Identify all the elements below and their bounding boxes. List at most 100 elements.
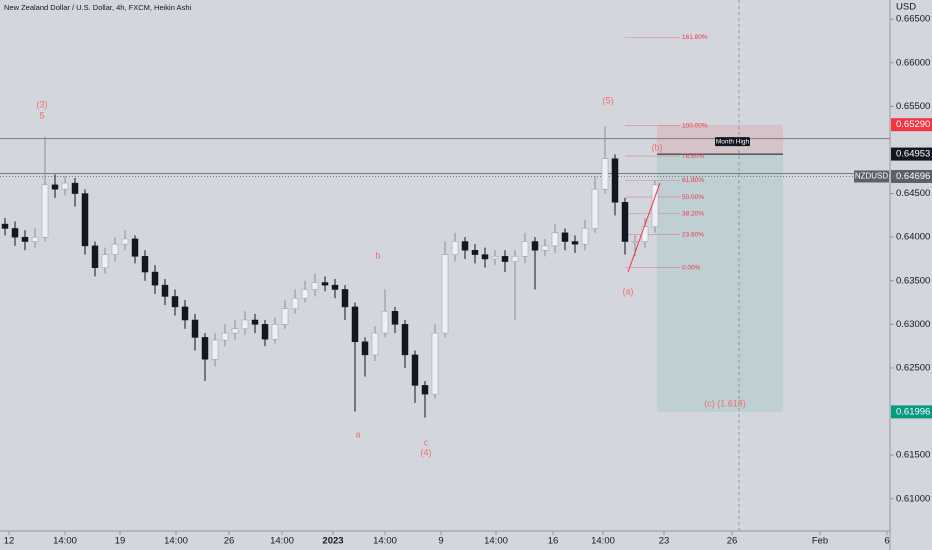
candle-body bbox=[281, 308, 289, 325]
y-tick-label: 0.61000 bbox=[896, 493, 930, 504]
trend-line bbox=[627, 182, 661, 273]
fib-label: 161.80% bbox=[682, 34, 708, 41]
candle-body bbox=[1, 223, 9, 229]
candle-body bbox=[51, 184, 59, 190]
candle-body bbox=[471, 249, 479, 255]
price-tag-label: 0.64696 bbox=[896, 171, 930, 182]
note-box bbox=[715, 137, 750, 147]
fib-label: 23.60% bbox=[682, 231, 704, 238]
wave-label: c bbox=[424, 437, 429, 447]
x-tick-label: 16 bbox=[548, 536, 559, 547]
candle-body bbox=[451, 241, 459, 255]
price-tag bbox=[891, 147, 932, 161]
target-box bbox=[657, 154, 783, 412]
wave-label: (c) (1.618) bbox=[704, 398, 746, 408]
price-tag-label: 0.64953 bbox=[896, 149, 930, 160]
candle-body bbox=[601, 158, 609, 190]
y-tick-label: 0.63500 bbox=[896, 275, 930, 286]
candle-body bbox=[341, 289, 349, 308]
x-tick-label: Feb bbox=[812, 536, 828, 547]
candle-body bbox=[321, 282, 329, 286]
fib-label: 61.80% bbox=[682, 177, 704, 184]
candle-body bbox=[441, 254, 449, 334]
candle-body bbox=[501, 256, 509, 262]
candle-body bbox=[251, 319, 259, 325]
candle-body bbox=[41, 184, 49, 238]
candle-body bbox=[621, 202, 629, 242]
x-tick-label: 14:00 bbox=[53, 536, 77, 547]
candle-body bbox=[461, 241, 469, 251]
candle-body bbox=[421, 385, 429, 395]
wave-label: (5) bbox=[603, 95, 614, 105]
candle-body bbox=[151, 271, 159, 286]
candle-body bbox=[121, 238, 129, 245]
symbol-tag bbox=[854, 170, 889, 183]
candle-body bbox=[211, 339, 219, 360]
candle-body bbox=[101, 254, 109, 268]
candle-body bbox=[301, 289, 309, 299]
wave-label: (4) bbox=[421, 447, 432, 457]
x-tick-label: 14:00 bbox=[373, 536, 397, 547]
candle-body bbox=[391, 311, 399, 325]
fib-label: 50.00% bbox=[682, 194, 704, 201]
candle-body bbox=[481, 254, 489, 260]
candle-body bbox=[61, 182, 69, 190]
candle-body bbox=[201, 337, 209, 360]
axis-unit: USD bbox=[896, 2, 916, 13]
candle-body bbox=[111, 243, 119, 255]
fib-label: 38.20% bbox=[682, 210, 704, 217]
candle-body bbox=[311, 282, 319, 290]
x-tick-label: 6 bbox=[884, 536, 889, 547]
y-tick-label: 0.64500 bbox=[896, 188, 930, 199]
candle-body bbox=[521, 241, 529, 257]
price-tag-label: 0.65290 bbox=[896, 119, 930, 130]
candle-body bbox=[161, 284, 169, 297]
x-tick-label: 14:00 bbox=[591, 536, 615, 547]
candle-body bbox=[261, 324, 269, 340]
candle-body bbox=[611, 158, 619, 203]
y-tick-label: 0.65500 bbox=[896, 101, 930, 112]
wave-label: (b) bbox=[652, 142, 663, 152]
candle-body bbox=[541, 245, 549, 251]
candle-body bbox=[331, 284, 339, 290]
fib-label: 78.60% bbox=[682, 153, 704, 160]
x-tick-label: 26 bbox=[727, 536, 738, 547]
candle-body bbox=[291, 297, 299, 309]
x-tick-label: 23 bbox=[659, 536, 670, 547]
price-tag-label: 0.61996 bbox=[896, 406, 930, 417]
price-tag bbox=[891, 405, 932, 419]
candle-body bbox=[221, 332, 229, 341]
y-tick-label: 0.66500 bbox=[896, 14, 930, 25]
chart-title: New Zealand Dollar / U.S. Dollar, 4h, FX… bbox=[4, 3, 191, 12]
candle-body bbox=[401, 324, 409, 356]
candle-body bbox=[11, 228, 19, 238]
candle-body bbox=[531, 241, 539, 251]
candle-body bbox=[71, 182, 79, 194]
symbol-tag-label: NZDUSD bbox=[855, 172, 889, 181]
price-tag bbox=[891, 118, 932, 132]
candle-body bbox=[491, 256, 499, 260]
x-tick-label: 9 bbox=[438, 536, 443, 547]
y-tick-label: 0.64000 bbox=[896, 232, 930, 243]
fib-label: 0.00% bbox=[682, 264, 701, 271]
candle-body bbox=[141, 256, 149, 273]
candle-body bbox=[431, 332, 439, 395]
candle-body bbox=[631, 241, 639, 243]
candle-body bbox=[81, 193, 89, 247]
x-tick-label: 12 bbox=[4, 536, 15, 547]
candle-body bbox=[171, 296, 179, 308]
y-tick-label: 0.63000 bbox=[896, 319, 930, 330]
note-text: Month High bbox=[716, 138, 750, 145]
wave-label: (3) bbox=[37, 99, 48, 109]
candle-body bbox=[231, 328, 239, 334]
candle-body bbox=[591, 188, 599, 229]
candle-body bbox=[351, 306, 359, 343]
x-tick-label: 2023 bbox=[322, 536, 343, 547]
candle-body bbox=[381, 311, 389, 334]
candle-body bbox=[131, 238, 139, 257]
x-tick-label: 14:00 bbox=[270, 536, 294, 547]
candle-body bbox=[241, 319, 249, 329]
candle-body bbox=[371, 332, 379, 356]
